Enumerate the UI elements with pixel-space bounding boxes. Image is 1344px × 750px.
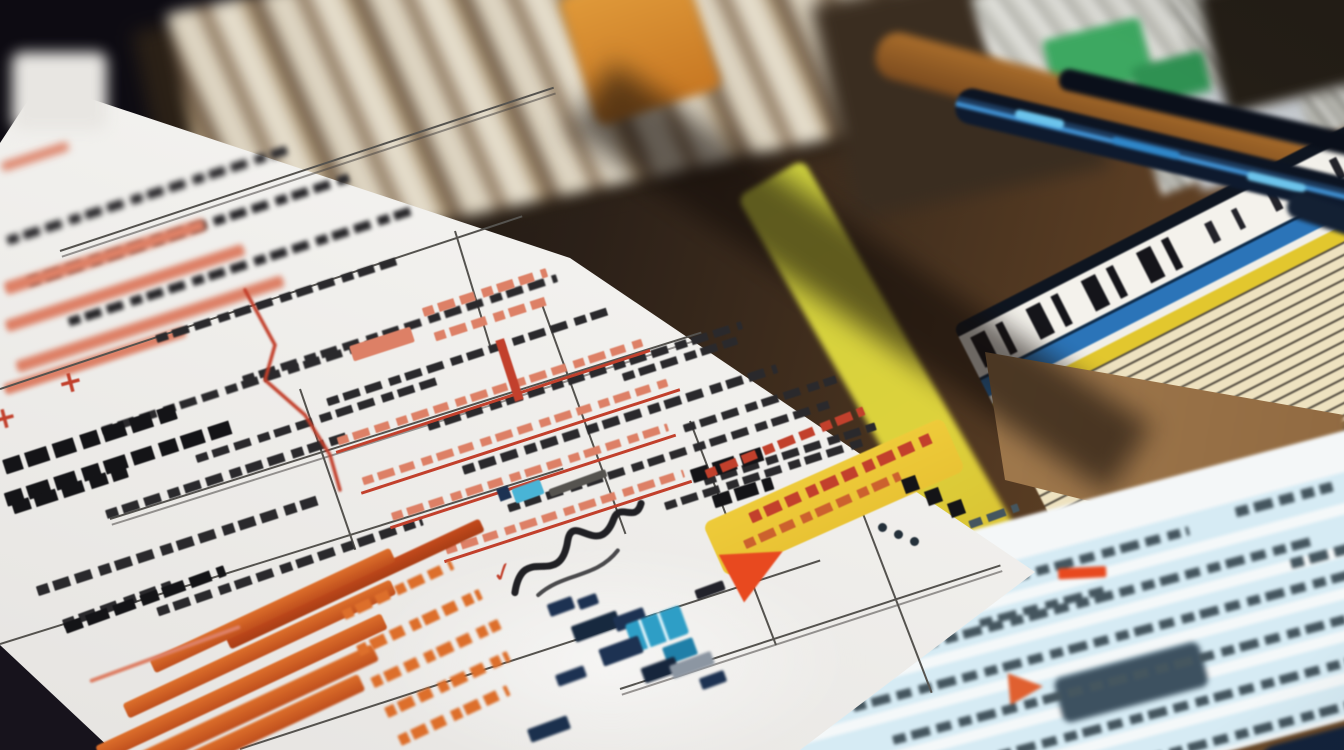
red-polyline [243,288,342,492]
ink-dot [894,530,903,539]
pen-glint [1110,136,1181,161]
signature-scribble [511,499,645,598]
ink-dot [910,537,919,546]
ink-dot [878,523,887,532]
paper-corner-blur [12,52,107,130]
pen-glint [1246,170,1307,194]
pen-glint [1014,108,1065,130]
